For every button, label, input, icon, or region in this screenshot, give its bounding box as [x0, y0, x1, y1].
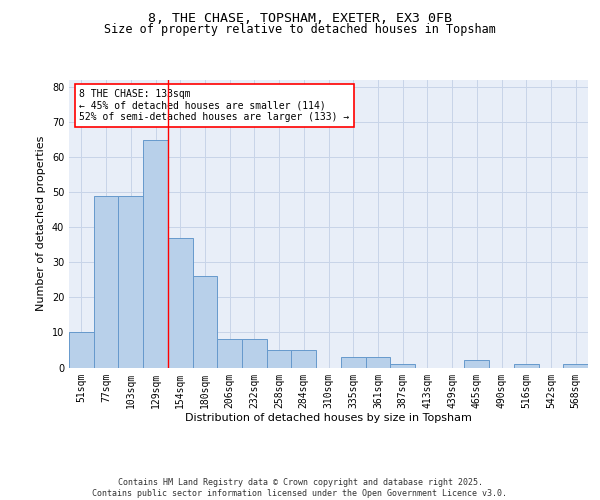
- Y-axis label: Number of detached properties: Number of detached properties: [36, 136, 46, 312]
- Bar: [292, 350, 316, 368]
- Bar: [341, 357, 365, 368]
- X-axis label: Distribution of detached houses by size in Topsham: Distribution of detached houses by size …: [185, 413, 472, 423]
- Text: Contains HM Land Registry data © Crown copyright and database right 2025.
Contai: Contains HM Land Registry data © Crown c…: [92, 478, 508, 498]
- Bar: [193, 276, 217, 368]
- Bar: [365, 357, 390, 368]
- Bar: [267, 350, 292, 368]
- Bar: [514, 364, 539, 368]
- Bar: [69, 332, 94, 368]
- Bar: [118, 196, 143, 368]
- Bar: [168, 238, 193, 368]
- Text: Size of property relative to detached houses in Topsham: Size of property relative to detached ho…: [104, 22, 496, 36]
- Bar: [94, 196, 118, 368]
- Bar: [390, 364, 415, 368]
- Text: 8 THE CHASE: 133sqm
← 45% of detached houses are smaller (114)
52% of semi-detac: 8 THE CHASE: 133sqm ← 45% of detached ho…: [79, 88, 350, 122]
- Bar: [464, 360, 489, 368]
- Bar: [143, 140, 168, 368]
- Text: 8, THE CHASE, TOPSHAM, EXETER, EX3 0FB: 8, THE CHASE, TOPSHAM, EXETER, EX3 0FB: [148, 12, 452, 26]
- Bar: [217, 340, 242, 367]
- Bar: [563, 364, 588, 368]
- Bar: [242, 340, 267, 367]
